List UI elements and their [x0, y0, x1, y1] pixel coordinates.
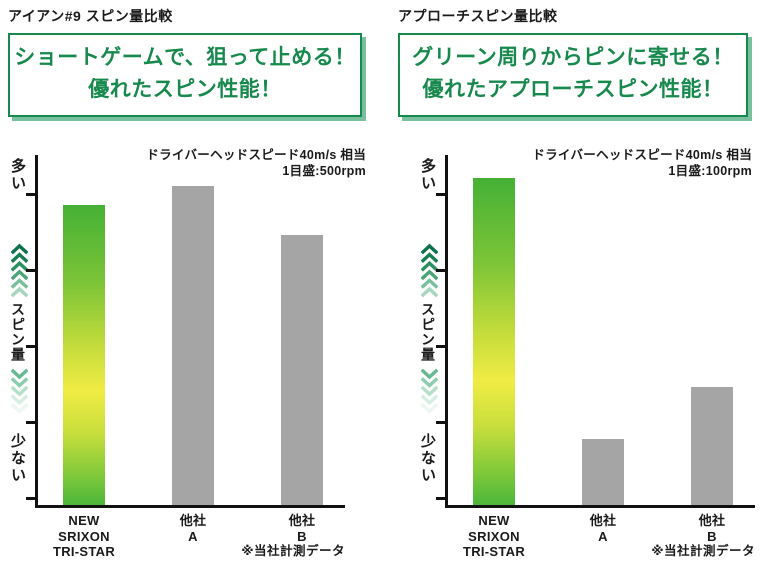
x-category-label: 他社 A — [589, 513, 617, 544]
bar-他社-a — [172, 186, 214, 505]
x-category-label: NEW SRIXON TRI-STAR — [52, 513, 116, 559]
x-category-label: 他社 B — [288, 513, 316, 544]
axis-tick — [436, 421, 446, 424]
x-category-label: 他社 A — [179, 513, 207, 544]
spin-bar-chart: 多い スピン量 少ない ※当社計測データ NEW SRIXON TRI-STAR… — [8, 145, 372, 569]
headline-line-2: 優れたアプローチスピン性能！ — [422, 78, 724, 101]
down-chevrons-icon — [420, 368, 439, 422]
x-axis-line — [35, 505, 345, 508]
condition-line: ドライバーヘッドスピード40m/s 相当 — [146, 148, 366, 162]
panel-approach-spin: アプローチスピン量比較 グリーン周りからピンに寄せる！ 優れたアプローチスピン性… — [398, 6, 758, 559]
down-chevrons-icon — [10, 368, 29, 422]
bar-new-srixon-tri-star — [473, 178, 515, 505]
chart-condition-note: ドライバーヘッドスピード40m/s 相当 1目盛:100rpm — [532, 147, 752, 179]
y-axis-line — [445, 155, 448, 507]
bars-area — [418, 145, 755, 505]
axis-tick — [436, 269, 446, 272]
headline-line-2: 優れたスピン性能！ — [88, 78, 282, 101]
axis-tick — [26, 421, 36, 424]
up-chevrons-icon — [10, 243, 29, 306]
headline-line-1: ショートゲームで、狙って止める！ — [14, 46, 356, 69]
tick-unit-line: 1目盛:500rpm — [282, 164, 366, 178]
panel-iron9-spin: アイアン#9 スピン量比較 ショートゲームで、狙って止める！ 優れたスピン性能！… — [8, 6, 372, 559]
axis-tick — [26, 345, 36, 348]
condition-line: ドライバーヘッドスピード40m/s 相当 — [532, 148, 752, 162]
y-axis-label-more: 多い — [419, 158, 436, 192]
headline-box: ショートゲームで、狙って止める！ 優れたスピン性能！ — [8, 33, 362, 117]
data-source-note: ※当社計測データ — [651, 544, 755, 558]
axis-tick — [26, 269, 36, 272]
bar-new-srixon-tri-star — [63, 205, 105, 505]
axis-tick — [436, 193, 446, 196]
headline-line-1: グリーン周りからピンに寄せる！ — [412, 46, 734, 69]
y-axis-label-less: 少ない — [9, 433, 26, 484]
spin-bar-chart: 多い スピン量 少ない ※当社計測データ NEW SRIXON TRI-STAR… — [398, 145, 758, 569]
axis-tick — [26, 497, 36, 500]
up-chevrons-icon — [420, 243, 439, 306]
y-axis-label-spin-amount: スピン量 — [10, 302, 26, 362]
bar-他社-b — [281, 235, 323, 505]
x-axis-line — [445, 505, 755, 508]
panel-title: アプローチスピン量比較 — [398, 8, 558, 24]
chart-condition-note: ドライバーヘッドスピード40m/s 相当 1目盛:500rpm — [146, 147, 366, 179]
x-category-label: 他社 B — [698, 513, 726, 544]
axis-tick — [436, 497, 446, 500]
bar-他社-a — [582, 439, 624, 505]
x-category-label: NEW SRIXON TRI-STAR — [462, 513, 526, 559]
axis-tick — [26, 193, 36, 196]
bar-他社-b — [691, 387, 733, 505]
bars-area — [8, 145, 345, 505]
y-axis-label-more: 多い — [9, 158, 26, 192]
data-source-note: ※当社計測データ — [241, 544, 345, 558]
panel-title: アイアン#9 スピン量比較 — [8, 8, 173, 24]
y-axis-label-spin-amount: スピン量 — [420, 302, 436, 362]
y-axis-line — [35, 155, 38, 507]
headline-box: グリーン周りからピンに寄せる！ 優れたアプローチスピン性能！ — [398, 33, 748, 117]
y-axis-label-less: 少ない — [419, 433, 436, 484]
axis-tick — [436, 345, 446, 348]
tick-unit-line: 1目盛:100rpm — [668, 164, 752, 178]
